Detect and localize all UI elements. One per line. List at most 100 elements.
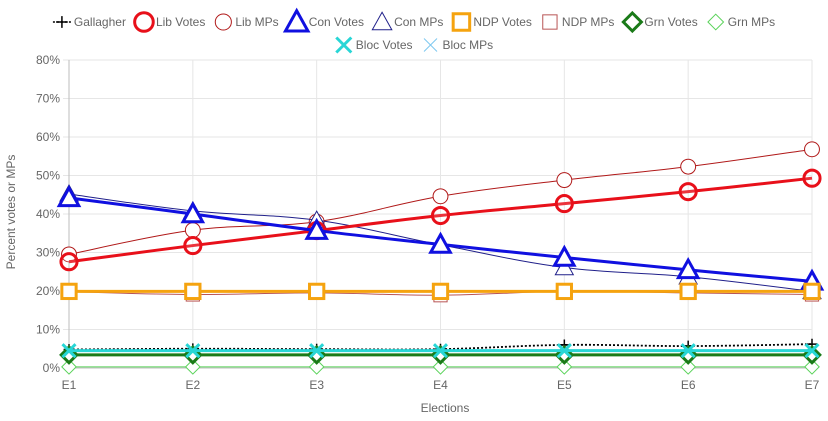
- point-ndp-votes: [803, 282, 821, 301]
- y-tick-label: 10%: [36, 323, 60, 337]
- series-lib-votes: [59, 168, 822, 272]
- point-con-votes: [56, 184, 82, 208]
- point-con-votes: [675, 256, 701, 280]
- legend-label-lib-votes: Lib Votes: [156, 15, 205, 29]
- point-grn-mps: [432, 358, 449, 375]
- legend-marker-con-votes: [282, 7, 311, 33]
- series-group: [56, 141, 825, 375]
- series-grn-mps: [61, 358, 820, 375]
- point-bloc-votes: [556, 343, 572, 359]
- legend-item-lib-mps[interactable]: Lib MPs: [214, 13, 279, 31]
- legend-label-bloc-votes: Bloc Votes: [356, 38, 413, 52]
- point-grn-mps: [184, 358, 201, 375]
- legend-label-ndp-votes: NDP Votes: [473, 15, 531, 29]
- point-lib-mps: [184, 222, 201, 239]
- x-axis-title: Elections: [421, 401, 470, 415]
- legend-item-grn-mps[interactable]: Grn MPs: [707, 13, 775, 31]
- x-tick-label: E6: [681, 378, 696, 392]
- point-grn-votes: [802, 344, 822, 365]
- point-lib-mps: [556, 172, 573, 189]
- legend-label-con-votes: Con Votes: [309, 15, 364, 29]
- point-bloc-votes: [432, 343, 449, 359]
- legend-item-lib-votes[interactable]: Lib Votes: [133, 11, 206, 33]
- legend-marker-grn-votes: [621, 10, 644, 34]
- point-lib-mps: [804, 141, 820, 158]
- series-bloc-votes: [61, 343, 820, 359]
- legend-marker-con-mps: [371, 11, 393, 31]
- legend-item-con-mps[interactable]: Con MPs: [371, 11, 443, 31]
- point-grn-mps: [61, 358, 77, 375]
- point-con-votes: [552, 244, 577, 267]
- legend-label-lib-mps: Lib MPs: [235, 15, 278, 29]
- legend-marker-bloc-mps: [423, 38, 438, 52]
- x-tick-label: E3: [309, 378, 324, 392]
- y-tick-label: 30%: [36, 246, 60, 260]
- point-ndp-votes: [184, 282, 202, 301]
- legend-item-grn-votes[interactable]: Grn Votes: [621, 10, 698, 34]
- point-con-votes: [180, 201, 206, 224]
- point-grn-mps: [680, 358, 697, 375]
- point-grn-mps: [308, 358, 325, 375]
- point-bloc-votes: [185, 343, 201, 359]
- legend-marker-bloc-votes: [335, 36, 353, 54]
- y-tick-label: 20%: [36, 284, 60, 298]
- y-tick-label: 50%: [36, 169, 60, 183]
- legend-item-con-votes[interactable]: Con Votes: [282, 7, 364, 33]
- legend-item-gallagher[interactable]: Gallagher: [52, 15, 126, 29]
- axis-ticks: 0% 10% 20% 30% 40% 50% 60% 70% 80% E1 E2 E3 E4 E5 E6 E7: [36, 53, 820, 392]
- point-bloc-votes: [309, 343, 325, 359]
- legend-marker-ndp-mps: [542, 14, 558, 30]
- point-lib-mps: [680, 158, 697, 175]
- x-tick-label: E4: [433, 378, 448, 392]
- series-ndp-votes: [60, 282, 821, 301]
- point-lib-votes: [183, 236, 203, 256]
- legend-label-grn-votes: Grn Votes: [644, 15, 697, 29]
- legend-marker-gallagher: [56, 16, 68, 28]
- point-lib-votes: [430, 205, 451, 226]
- point-ndp-votes: [308, 282, 326, 301]
- point-con-votes: [304, 217, 329, 240]
- legend-marker-ndp-votes: [451, 12, 472, 32]
- series-con-votes: [56, 184, 825, 291]
- legend: Gallagher Lib Votes Lib MPs Con Votes Con MP…: [52, 7, 775, 54]
- point-bloc-votes: [680, 343, 696, 359]
- legend-item-bloc-votes[interactable]: Bloc Votes: [335, 36, 413, 54]
- point-lib-votes: [554, 194, 574, 214]
- x-tick-label: E1: [62, 378, 77, 392]
- y-tick-label: 40%: [36, 207, 60, 221]
- point-lib-votes: [802, 168, 822, 188]
- legend-label-gallagher: Gallagher: [74, 15, 126, 29]
- x-tick-label: E7: [805, 378, 820, 392]
- y-tick-label: 70%: [36, 92, 60, 106]
- point-lib-mps: [432, 188, 449, 205]
- y-axis-title: Percent votes or MPs: [4, 155, 18, 270]
- legend-label-con-mps: Con MPs: [394, 15, 443, 29]
- x-tick-label: E2: [185, 378, 200, 392]
- legend-marker-grn-mps: [707, 13, 725, 31]
- legend-label-ndp-mps: NDP MPs: [562, 15, 614, 29]
- point-lib-votes: [678, 182, 698, 202]
- point-bloc-votes: [804, 343, 820, 359]
- x-tick-label: E5: [557, 378, 572, 392]
- point-ndp-votes: [555, 282, 573, 301]
- legend-item-ndp-mps[interactable]: NDP MPs: [542, 14, 615, 30]
- y-tick-label: 0%: [43, 361, 61, 375]
- point-con-votes: [428, 231, 453, 254]
- legend-marker-lib-mps: [214, 13, 232, 31]
- legend-label-grn-mps: Grn MPs: [728, 15, 775, 29]
- point-ndp-votes: [679, 282, 697, 301]
- legend-item-ndp-votes[interactable]: NDP Votes: [451, 12, 532, 32]
- y-tick-label: 60%: [36, 130, 60, 144]
- y-tick-label: 80%: [36, 53, 60, 67]
- point-grn-mps: [556, 358, 573, 375]
- legend-marker-lib-votes: [133, 11, 155, 33]
- point-ndp-votes: [60, 282, 78, 301]
- legend-label-bloc-mps: Bloc MPs: [443, 38, 494, 52]
- point-lib-votes: [59, 252, 79, 272]
- legend-item-bloc-mps[interactable]: Bloc MPs: [423, 38, 494, 52]
- point-bloc-votes: [61, 343, 77, 359]
- point-grn-mps: [804, 358, 820, 375]
- series-line-lib-votes: [68, 176, 813, 264]
